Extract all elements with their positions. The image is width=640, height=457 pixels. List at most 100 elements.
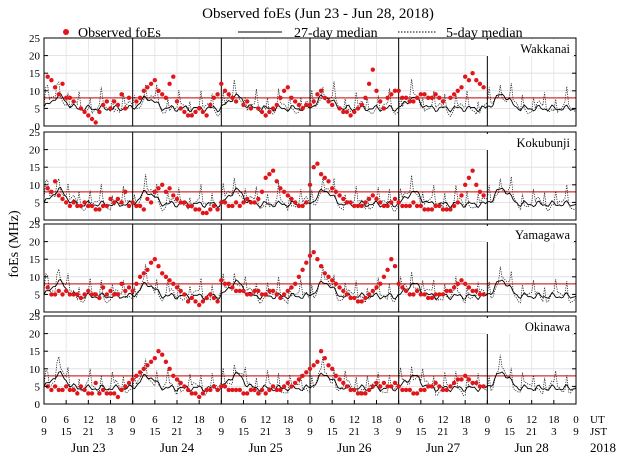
observed-point bbox=[230, 203, 235, 209]
observed-point bbox=[359, 203, 364, 209]
observed-point bbox=[160, 182, 165, 187]
observed-point bbox=[400, 203, 405, 209]
observed-point bbox=[256, 106, 261, 111]
observed-point bbox=[293, 281, 298, 286]
observed-point bbox=[414, 95, 420, 101]
observed-point bbox=[400, 387, 405, 393]
observed-point bbox=[263, 175, 268, 180]
observed-point bbox=[100, 203, 106, 209]
observed-point bbox=[145, 85, 150, 90]
y-tick-label: 25 bbox=[29, 311, 41, 323]
observed-point bbox=[307, 102, 313, 108]
y-tick-label: 5 bbox=[35, 289, 41, 301]
observed-point bbox=[178, 106, 183, 111]
observed-point bbox=[263, 292, 268, 297]
ut-tick-label: 6 bbox=[241, 414, 247, 426]
jst-tick-label: 3 bbox=[374, 426, 380, 438]
observed-point bbox=[200, 210, 206, 216]
observed-point bbox=[167, 186, 172, 191]
observed-point bbox=[182, 109, 187, 115]
observed-point bbox=[193, 109, 198, 115]
observed-point bbox=[459, 193, 464, 198]
observed-point bbox=[307, 182, 313, 187]
observed-point bbox=[197, 302, 202, 308]
observed-point bbox=[318, 172, 324, 177]
observed-point bbox=[97, 207, 102, 212]
observed-point bbox=[359, 299, 364, 304]
observed-point bbox=[311, 165, 316, 170]
observed-point bbox=[178, 200, 183, 205]
observed-point bbox=[466, 175, 472, 180]
station-panel-okinawa: 0 5 10 15 20 25 Okinawa bbox=[29, 311, 577, 411]
observed-point bbox=[256, 391, 261, 396]
median-27day-line bbox=[43, 370, 577, 393]
observed-point bbox=[463, 182, 468, 187]
observed-point bbox=[134, 203, 139, 209]
jst-tick-label: 3 bbox=[551, 426, 557, 438]
observed-point bbox=[241, 102, 246, 108]
observed-point bbox=[385, 267, 390, 272]
observed-point bbox=[322, 356, 327, 361]
observed-point bbox=[274, 102, 279, 108]
observed-point bbox=[82, 387, 87, 393]
ut-tick-label: 12 bbox=[172, 414, 183, 426]
observed-point bbox=[330, 102, 335, 108]
observed-point bbox=[163, 359, 169, 364]
observed-point bbox=[71, 99, 76, 104]
observed-point bbox=[444, 387, 449, 393]
observed-point bbox=[104, 391, 110, 396]
day-label: Jun 23 bbox=[71, 440, 105, 455]
observed-point bbox=[407, 203, 412, 209]
observed-point bbox=[411, 99, 416, 104]
observed-point bbox=[259, 189, 265, 194]
observed-point bbox=[123, 384, 128, 389]
observed-point bbox=[470, 168, 475, 173]
observed-point bbox=[78, 384, 84, 389]
observed-point bbox=[455, 377, 460, 382]
observed-point bbox=[300, 373, 305, 378]
ut-tick-label: 18 bbox=[548, 414, 560, 426]
observed-point bbox=[226, 281, 231, 286]
jst-axis-label: JST bbox=[590, 426, 607, 438]
ut-tick-label: 0 bbox=[41, 414, 47, 426]
observed-point bbox=[108, 391, 113, 396]
observed-point bbox=[470, 380, 475, 386]
jst-tick-label: 9 bbox=[307, 426, 313, 438]
legend-27day-label: 27-day median bbox=[294, 26, 378, 41]
observed-point bbox=[370, 288, 375, 294]
observed-point bbox=[370, 384, 375, 389]
ut-tick-label: 6 bbox=[507, 414, 513, 426]
observed-point bbox=[56, 92, 61, 97]
ut-tick-label: 18 bbox=[371, 414, 383, 426]
observed-point bbox=[451, 203, 457, 209]
y-tick-label: 15 bbox=[29, 68, 41, 80]
observed-point bbox=[97, 295, 102, 301]
observed-point bbox=[481, 193, 486, 198]
observed-point bbox=[93, 207, 98, 212]
observed-point bbox=[352, 295, 357, 301]
ut-tick-label: 0 bbox=[573, 414, 579, 426]
y-tick-label: 15 bbox=[29, 254, 41, 266]
jst-tick-label: 21 bbox=[83, 426, 94, 438]
observed-point bbox=[300, 203, 305, 209]
observed-point bbox=[189, 295, 194, 301]
y-tick-label: 15 bbox=[29, 162, 41, 174]
observed-point bbox=[167, 366, 172, 371]
observed-point bbox=[400, 285, 405, 290]
observed-point bbox=[355, 106, 361, 111]
observed-point bbox=[429, 207, 435, 212]
jst-tick-label: 15 bbox=[61, 426, 73, 438]
panel-frame bbox=[43, 131, 577, 221]
observed-point bbox=[126, 380, 132, 386]
observed-point bbox=[60, 81, 65, 87]
observed-point bbox=[82, 292, 87, 297]
ut-tick-label: 12 bbox=[260, 414, 271, 426]
observed-point bbox=[45, 285, 50, 290]
observed-point bbox=[152, 78, 157, 83]
station-label-bg bbox=[486, 318, 574, 334]
observed-point bbox=[63, 95, 69, 101]
observed-point bbox=[344, 109, 350, 115]
observed-point bbox=[126, 285, 132, 290]
observed-point bbox=[307, 366, 313, 371]
observed-point bbox=[130, 288, 135, 294]
